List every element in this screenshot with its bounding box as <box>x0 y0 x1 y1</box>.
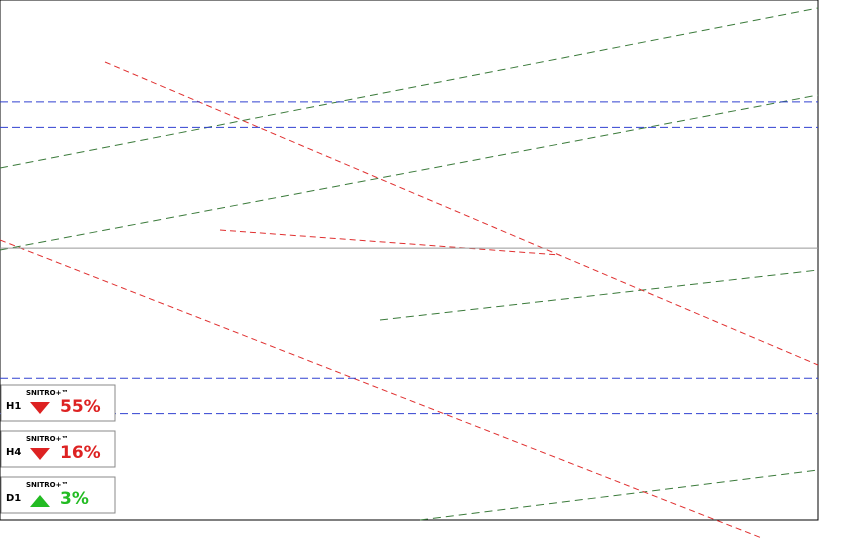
widget-brand: SNITRO+™ <box>26 389 69 397</box>
channel-line <box>379 269 819 321</box>
widget-timeframe: H1 <box>6 401 21 412</box>
widget-arrow <box>30 402 50 414</box>
widget-box <box>0 430 116 468</box>
channel-line <box>419 469 819 521</box>
widget-timeframe: H4 <box>6 447 21 458</box>
widget-brand: SNITRO+™ <box>26 435 69 443</box>
widget-percent: 3% <box>60 489 89 509</box>
plot-area <box>0 0 819 521</box>
channel-line <box>219 229 561 256</box>
channel-line <box>0 239 764 538</box>
channel-line <box>0 7 819 169</box>
widget-arrow <box>30 448 50 460</box>
widget-brand: SNITRO+™ <box>26 481 69 489</box>
widget-arrow <box>30 495 50 507</box>
widget-percent: 16% <box>60 443 101 463</box>
channel-line <box>104 61 819 366</box>
widget-percent: 55% <box>60 397 101 417</box>
widget-timeframe: D1 <box>6 493 21 504</box>
widget-box <box>0 476 116 514</box>
signal-widget: D1 SNITRO+™3% <box>0 476 116 514</box>
channel-line <box>0 94 819 251</box>
widget-box <box>0 384 116 422</box>
